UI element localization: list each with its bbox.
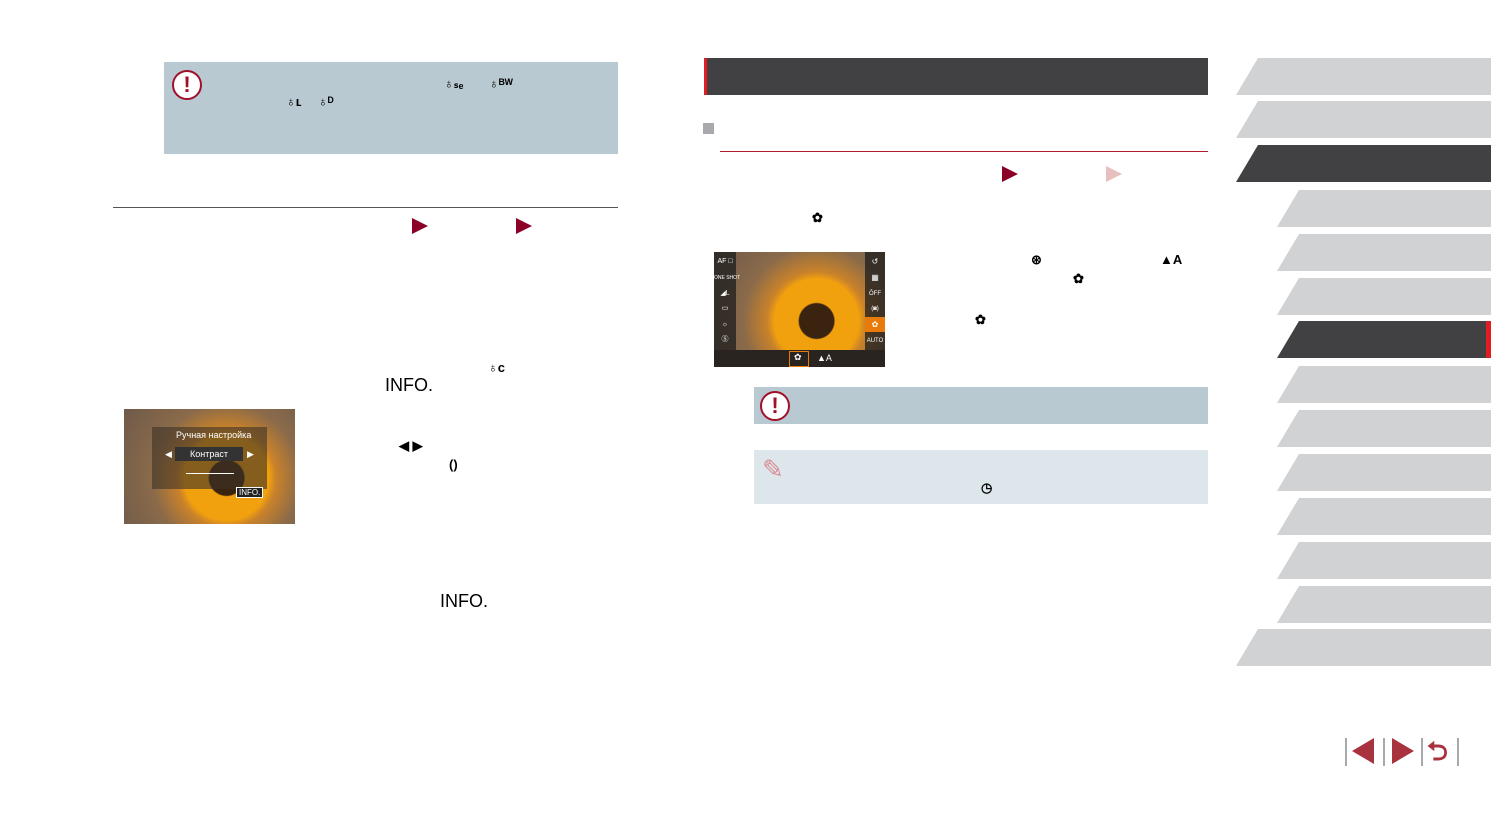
tip-note: ✎ ◷ [754,450,1208,504]
drive-off-icon: ÔFF [869,291,881,297]
screen-item: Контраст [175,447,243,461]
info-button-label: INFO. [440,591,488,611]
af-operation-icon: ONE SHOT [714,275,741,281]
caution-note: ! [754,387,1208,424]
selected-macro-option [789,351,809,367]
next-page-button[interactable] [1392,738,1414,764]
menu-grid-icon: ▦ [871,273,879,282]
macro-icon: ✿ [794,352,802,362]
metering-icon: (◙) [871,306,879,312]
arrow-right-icon: ▶ [247,449,254,459]
macro-icon: ✿ [1073,271,1084,286]
step-arrow-icon [412,218,428,234]
section-tab[interactable] [1277,190,1491,227]
white-balance-icon: ☼ [721,321,729,328]
info-badge: INFO. [236,487,264,498]
active-marker [1486,321,1491,358]
step-arrow-disabled-icon [1106,166,1122,182]
caution-note: ! ♁ₛₑ ♁ᴮᵂ ♁ʟ ♁ᴰ [164,62,618,154]
filter-bw-icon: ♁ᴮᵂ [489,76,513,91]
nav-separator [1383,738,1385,766]
camera-screen-custom: Ручная настройка ◀ Контраст ▶ INFO. [124,409,295,524]
level-scale [186,473,234,474]
auto-focus-range-icon: ▲A [817,353,832,363]
auto-focus-range-icon: ▲A [1160,252,1183,267]
nav-separator [1457,738,1459,766]
section-tab-active[interactable] [1277,321,1491,358]
section-header [704,58,1208,95]
section-tab[interactable] [1277,234,1491,271]
subsection-bullet [703,123,714,134]
section-tab[interactable] [1277,498,1491,535]
section-tab[interactable] [1277,278,1491,315]
func-set-icon: ⊛ [1031,252,1042,267]
control-dial-icon: () [449,457,458,472]
filter-custom-icon: ♁c [488,360,505,375]
pencil-icon: ✎ [762,454,784,484]
chapter-tab[interactable] [1236,58,1491,95]
chapter-tab[interactable] [1236,101,1491,138]
section-tab[interactable] [1277,410,1491,447]
screen-title: Ручная настройка [176,430,252,440]
nav-separator [1345,738,1347,766]
flash-icon: Ⓢ [721,336,729,343]
step-arrow-icon [516,218,532,234]
previous-page-button[interactable] [1352,738,1374,764]
macro-icon: ✿ [812,210,823,225]
back-button[interactable]: ⮌ [1427,736,1448,766]
chapter-tab-active[interactable] [1236,145,1491,182]
arrows-left-right-icon: ◀ ▶ [399,438,423,453]
image-quality-icon: ◢L [720,290,730,297]
step-arrow-icon [1002,166,1018,182]
back-icon: ↺ [871,257,879,266]
filter-landscape-icon: ♁ʟ [286,94,302,109]
section-tab[interactable] [1277,586,1491,623]
camera-screen-focus: ✿ ▲A AF □ ONE SHOT ◢L ▭ ☼ Ⓢ ↺ ▦ ÔFF (◙) … [714,252,885,367]
macro-icon: ✿ [975,312,986,327]
af-frame-icon: AF □ [717,258,733,265]
section-tab[interactable] [1277,542,1491,579]
chapter-tab[interactable] [1236,629,1491,666]
filter-sepia-icon: ♁ₛₑ [444,76,464,91]
section-tab[interactable] [1277,454,1491,491]
nav-separator [1421,738,1423,766]
caution-icon: ! [760,391,790,421]
section-tab[interactable] [1277,366,1491,403]
arrow-left-icon: ◀ [165,449,172,459]
aspect-ratio-icon: ▭ [721,305,729,312]
macro-icon: ✿ [871,320,879,329]
info-button-label: INFO. [385,375,433,395]
subsection-divider [720,151,1208,152]
caution-icon: ! [172,70,202,100]
iso-auto-icon: AUTO [866,338,884,344]
section-divider [113,207,618,208]
self-timer-2s-icon: ◷ [981,480,993,495]
filter-dark-icon: ♁ᴰ [318,94,334,109]
